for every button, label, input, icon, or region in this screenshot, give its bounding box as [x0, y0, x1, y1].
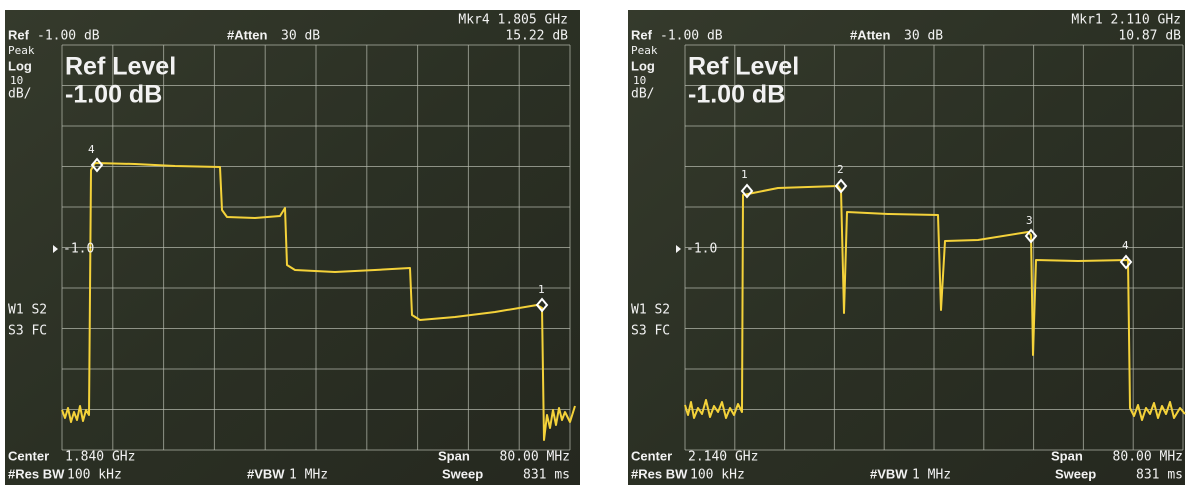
res-bw-label: #Res BW [631, 466, 688, 481]
vbw-value: 1 MHz [289, 468, 328, 483]
screenshot: 4 1 Mkr4 1.805 GHz15.22 dB Ref -1.00 dB #At… [0, 0, 1192, 485]
vbw-label: #VBW [870, 466, 908, 481]
overlay-title: Ref Level [65, 53, 176, 81]
detector: Peak [631, 44, 658, 57]
page: {"panels": [ {"marker_readout": "Mkr4 1.… [0, 0, 1192, 485]
vbw-value: 1 MHz [912, 468, 951, 483]
overlay-title: Ref Level [688, 53, 799, 81]
span-value: 80.00 MHz [500, 450, 570, 465]
overlay-value: -1.00 dB [688, 81, 785, 109]
trace-mode: S3 FC [8, 324, 47, 339]
center-value: 2.140 GHz [688, 450, 758, 465]
ref-value: -1.00 dB [660, 29, 723, 44]
atten-value: 30 dB [281, 29, 320, 44]
res-bw-value: 100 kHz [690, 468, 745, 483]
marker-label: 1 [741, 168, 748, 181]
ref-label: Ref [631, 27, 653, 42]
center-label: Center [631, 448, 672, 463]
span-label: Span [438, 448, 470, 463]
res-bw-label: #Res BW [8, 466, 65, 481]
marker-label: 1 [538, 283, 545, 296]
center-value: 1.840 GHz [65, 450, 135, 465]
marker-readout: Mkr4 1.805 GHz [458, 13, 568, 28]
atten-label: #Atten [227, 27, 268, 42]
sweep-label: Sweep [1055, 466, 1096, 481]
scale-unit: dB/ [8, 87, 31, 102]
atten-value: 30 dB [904, 29, 943, 44]
marker-level: 10.87 dB [1118, 29, 1181, 44]
span-label: Span [1051, 448, 1083, 463]
ref-value: -1.00 dB [37, 29, 100, 44]
scale-label: Log [8, 58, 32, 73]
atten-label: #Atten [850, 27, 891, 42]
marker-label: 4 [88, 143, 95, 156]
span-value: 80.00 MHz [1113, 450, 1183, 465]
sweep-value: 831 ms [1136, 468, 1183, 483]
scale-label: Log [631, 58, 655, 73]
marker-label: 2 [837, 163, 844, 176]
ref-label: Ref [8, 27, 30, 42]
scale-value: 10 [10, 74, 23, 87]
marker-label: 3 [1026, 214, 1033, 227]
threshold-label: -1.0 [63, 242, 94, 257]
trace-mode: S3 FC [631, 324, 670, 339]
marker-readout: Mkr1 2.110 GHz [1071, 13, 1181, 28]
sweep-value: 831 ms [523, 468, 570, 483]
detector: Peak [8, 44, 35, 57]
marker-level: 15.22 dB [505, 29, 568, 44]
sweep-label: Sweep [442, 466, 483, 481]
scale-unit: dB/ [631, 87, 654, 102]
trace-mode: W1 S2 [8, 303, 47, 318]
vbw-label: #VBW [247, 466, 285, 481]
res-bw-value: 100 kHz [67, 468, 122, 483]
marker-label: 4 [1122, 239, 1129, 252]
trace-mode: W1 S2 [631, 303, 670, 318]
scale-value: 10 [633, 74, 646, 87]
threshold-label: -1.0 [686, 242, 717, 257]
overlay-value: -1.00 dB [65, 81, 162, 109]
center-label: Center [8, 448, 49, 463]
